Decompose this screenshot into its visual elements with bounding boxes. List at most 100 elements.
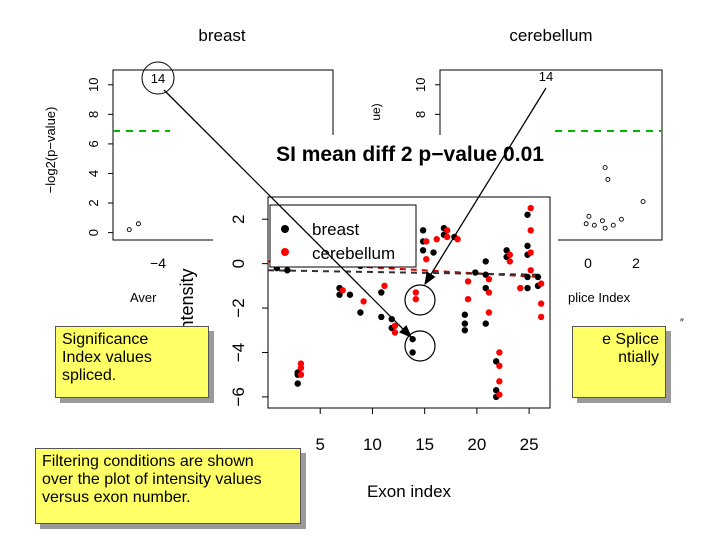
bg-data-point xyxy=(591,222,597,228)
data-point-cerebellum xyxy=(527,227,534,234)
trend-line-breast xyxy=(267,269,540,276)
bg-data-point xyxy=(126,227,132,233)
data-point-cerebellum xyxy=(297,364,305,372)
data-point-breast xyxy=(482,271,489,278)
main-x-tick-label: 20 xyxy=(467,435,486,454)
callout-filtering-line-3: versus exon number. xyxy=(42,489,191,506)
data-point-breast xyxy=(294,380,301,387)
data-point-cerebellum xyxy=(496,349,503,356)
breast-highlight-circle xyxy=(141,61,175,95)
data-point-breast xyxy=(524,242,531,250)
highlight-circle-breast-exon14 xyxy=(404,330,436,362)
callout-left: Significance Index values spliced. xyxy=(55,326,209,398)
cerebellum-x-tick-0: 0 xyxy=(584,255,592,271)
legend-label-breast: breast xyxy=(312,220,360,239)
main-y-tick-label: −2 xyxy=(229,298,248,317)
stray-mark: ″ xyxy=(680,317,684,329)
data-point-cerebellum xyxy=(297,360,305,367)
data-point-cerebellum xyxy=(527,249,534,256)
data-point-breast xyxy=(482,284,489,292)
data-point-cerebellum xyxy=(496,378,503,385)
data-point-cerebellum xyxy=(443,233,451,241)
bg-data-point xyxy=(618,216,624,222)
bg-y-tick-label: 6 xyxy=(86,140,101,147)
cerebellum-plot-points xyxy=(583,165,646,231)
data-point-cerebellum xyxy=(485,289,493,296)
data-point-cerebellum xyxy=(360,298,367,305)
cerebellum-x-tick-2: 2 xyxy=(632,255,640,271)
data-point-breast xyxy=(336,291,343,298)
data-point-cerebellum xyxy=(423,255,430,263)
callout-right-line-1: e Splice xyxy=(602,331,659,348)
breast-y-axis-label: −log2(p−value) xyxy=(43,107,58,194)
callout-left-line-3: spliced. xyxy=(62,367,117,384)
data-point-cerebellum xyxy=(485,309,493,316)
data-point-breast xyxy=(419,227,427,234)
bg-y-tick-label: 10 xyxy=(86,78,101,92)
legend-marker-breast xyxy=(281,225,289,233)
breast-y-ticks: 0 2 4 6 8 10 xyxy=(86,78,113,236)
main-x-tick-label: 5 xyxy=(315,435,324,454)
breast-x-axis-label: Aver xyxy=(130,290,157,305)
data-point-cerebellum xyxy=(443,227,451,234)
data-point-cerebellum xyxy=(506,258,514,265)
callout-left-line-1: Significance xyxy=(62,331,149,348)
data-point-breast xyxy=(378,289,385,296)
data-point-breast xyxy=(388,315,395,323)
callout-right-line-2: ntially xyxy=(618,349,659,366)
data-point-cerebellum xyxy=(339,287,346,294)
arrow-cerebellum-to-exon14 xyxy=(424,87,547,286)
breast-x-tick: −4 xyxy=(150,255,166,271)
main-y-tick-label: 2 xyxy=(229,214,248,223)
bg-y-tick-label: 4 xyxy=(86,170,101,177)
data-point-breast xyxy=(461,327,469,334)
main-y-tick-label: 0 xyxy=(229,259,248,268)
data-point-cerebellum xyxy=(464,278,472,285)
data-point-cerebellum xyxy=(464,295,472,303)
main-y-axis-label: Intensity xyxy=(177,268,197,335)
data-point-breast xyxy=(482,320,489,327)
data-point-cerebellum xyxy=(537,300,545,307)
bg-data-point xyxy=(640,199,646,205)
data-point-breast xyxy=(430,249,437,256)
bg-data-point xyxy=(602,225,608,231)
data-point-cerebellum xyxy=(423,238,430,245)
data-point-cerebellum xyxy=(412,295,420,303)
cerebellum-point-label: 14 xyxy=(539,69,553,84)
data-point-cerebellum xyxy=(391,329,399,336)
bg-y-tick-label: 10 xyxy=(413,78,428,92)
intensity-scatter-plot: SI mean diff 2 p−value 0.01 Intensity Ex… xyxy=(177,143,551,501)
callout-left-line-2: Index values xyxy=(62,349,152,366)
cerebellum-y-axis-label: ue) xyxy=(369,103,383,120)
data-point-breast xyxy=(461,320,469,327)
data-point-breast xyxy=(492,358,500,365)
bg-y-tick-label: 8 xyxy=(413,111,428,118)
data-point-breast xyxy=(503,247,510,254)
data-point-cerebellum xyxy=(454,236,461,243)
data-point-breast xyxy=(461,311,469,318)
bg-data-point xyxy=(599,218,605,224)
main-x-tick-label: 10 xyxy=(363,435,382,454)
data-point-cerebellum xyxy=(527,267,534,274)
bg-data-point xyxy=(602,165,608,171)
legend-label-cerebellum: cerebellum xyxy=(312,244,395,263)
highlight-circle-cerebellum-exon14 xyxy=(404,284,436,316)
data-point-breast xyxy=(492,387,500,394)
data-point-breast xyxy=(524,211,531,218)
callout-right: e Splice ntially xyxy=(572,326,666,398)
data-point-cerebellum xyxy=(381,282,388,290)
bg-y-tick-label: 0 xyxy=(86,229,101,236)
cerebellum-plot-title: cerebellum xyxy=(509,26,592,45)
callout-filtering-line-1: Filtering conditions are shown xyxy=(42,453,254,470)
data-point-breast xyxy=(534,273,542,281)
data-point-cerebellum xyxy=(485,275,493,283)
data-point-cerebellum xyxy=(537,313,545,321)
data-point-breast xyxy=(482,258,489,265)
bg-data-point xyxy=(586,213,592,219)
data-point-breast xyxy=(346,291,354,298)
callout-filtering: Filtering conditions are shown over the … xyxy=(35,448,301,524)
main-y-tick-label: −6 xyxy=(229,387,248,406)
data-point-cerebellum xyxy=(412,289,420,296)
breast-volcano-plot: breast −log2(p−value) 0 2 4 6 8 10 14 −4 Aver xyxy=(43,26,334,305)
data-point-breast xyxy=(357,309,364,316)
